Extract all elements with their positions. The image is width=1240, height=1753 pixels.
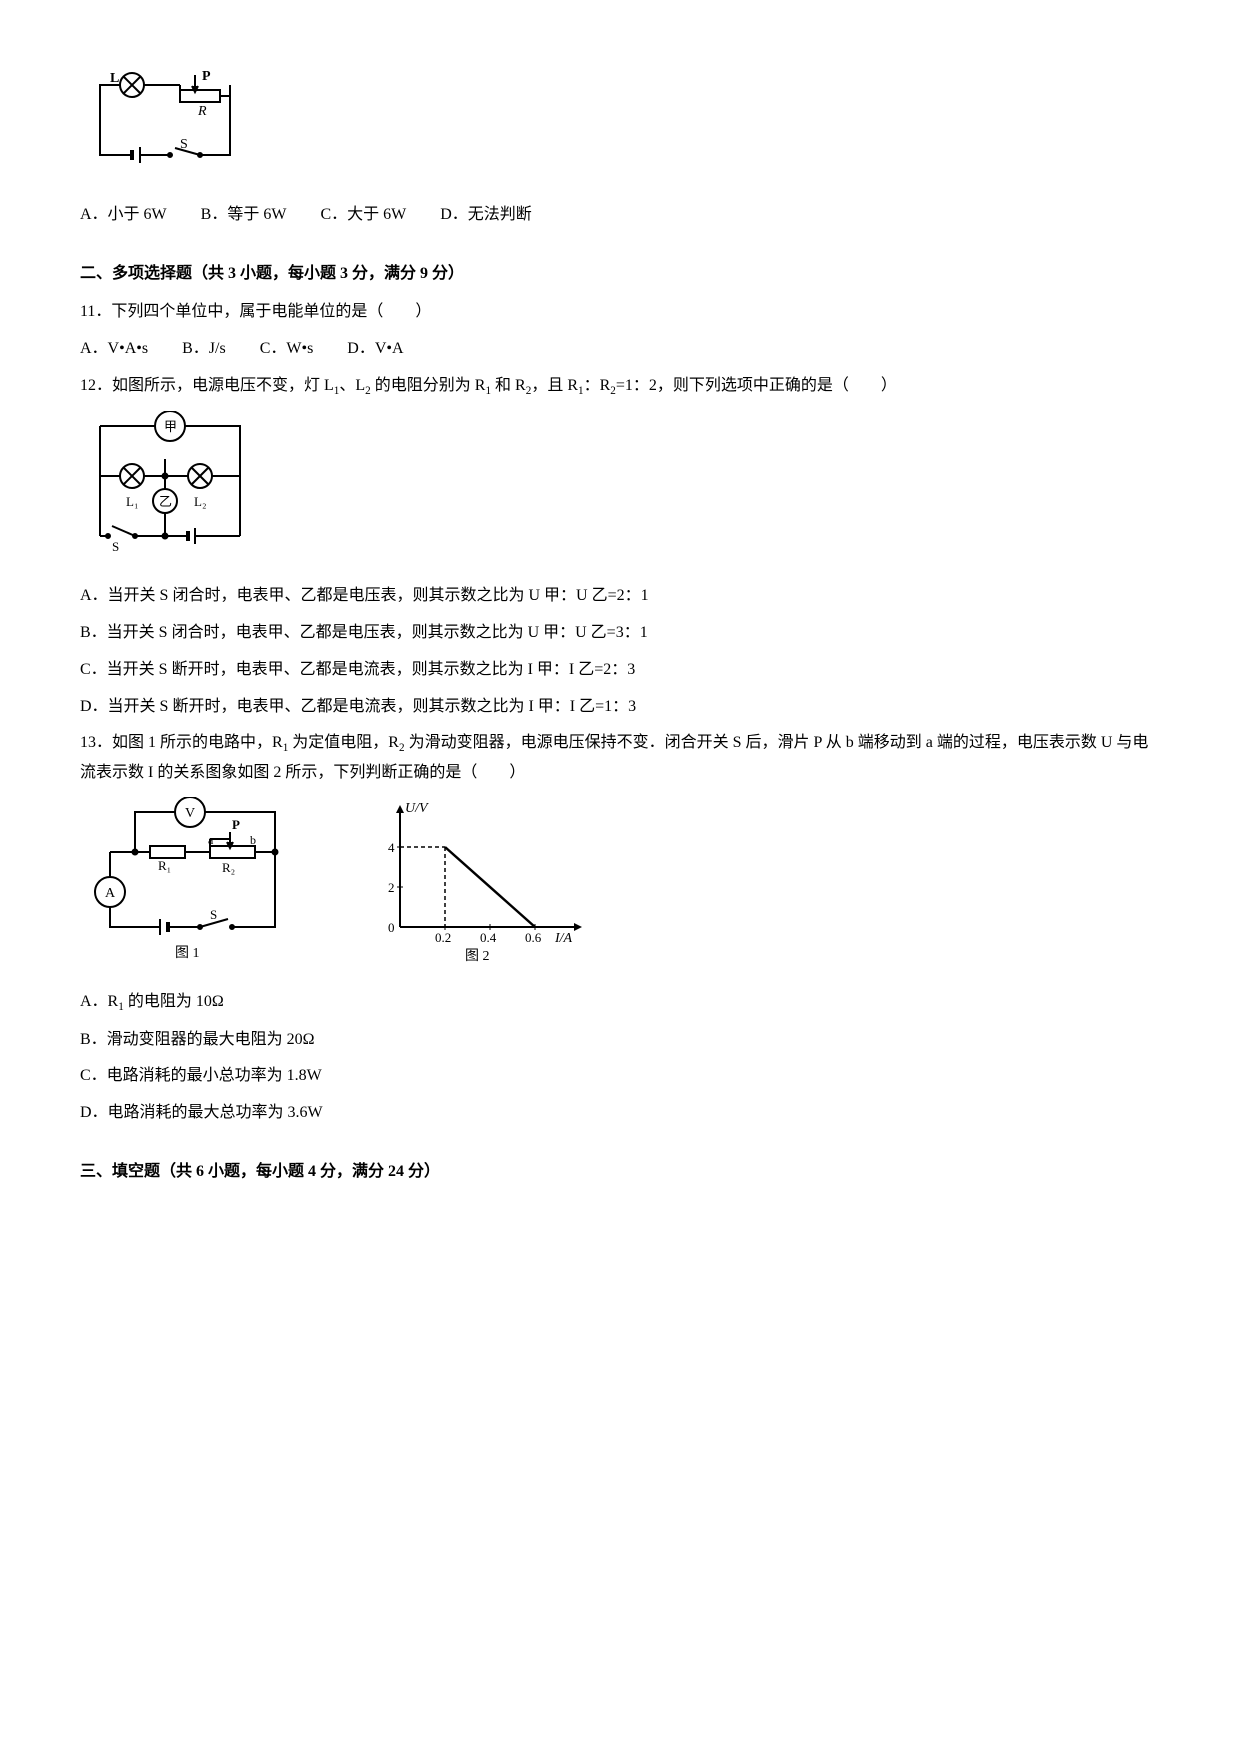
svg-text:4: 4 — [388, 840, 395, 855]
q13-option-b: B．滑动变阻器的最大电阻为 20Ω — [80, 1026, 1160, 1055]
svg-text:2: 2 — [388, 880, 395, 895]
svg-text:0.4: 0.4 — [480, 930, 497, 945]
svg-text:图 1: 图 1 — [175, 946, 200, 961]
q12-option-d: D．当开关 S 断开时，电表甲、乙都是电流表，则其示数之比为 I 甲：I 乙=1… — [80, 693, 1160, 722]
svg-text:乙: 乙 — [159, 494, 172, 509]
svg-text:P: P — [232, 817, 240, 832]
q11-option-c: C．W•s — [260, 335, 314, 364]
q10-option-a: A．小于 6W — [80, 201, 167, 230]
q13-option-d: D．电路消耗的最大总功率为 3.6W — [80, 1099, 1160, 1128]
svg-text:R₁: R₁ — [158, 858, 171, 873]
svg-text:S: S — [112, 539, 119, 554]
q11-option-b: B．J/s — [182, 335, 226, 364]
svg-text:L₂: L₂ — [194, 494, 206, 509]
q13-figures: V R₁ P a b R₂ — [80, 797, 1160, 978]
svg-text:S: S — [180, 137, 188, 152]
svg-text:甲: 甲 — [164, 419, 177, 434]
q11-option-d: D．V•A — [347, 335, 403, 364]
q10-options: A．小于 6W B．等于 6W C．大于 6W D．无法判断 — [80, 201, 1160, 230]
q10-option-d: D．无法判断 — [440, 201, 532, 230]
svg-text:P: P — [202, 70, 211, 84]
q12-option-c: C．当开关 S 断开时，电表甲、乙都是电流表，则其示数之比为 I 甲：I 乙=2… — [80, 656, 1160, 685]
svg-text:0.6: 0.6 — [525, 930, 542, 945]
q12-option-b: B．当开关 S 闭合时，电表甲、乙都是电压表，则其示数之比为 U 甲：U 乙=3… — [80, 619, 1160, 648]
svg-text:L₁: L₁ — [126, 494, 138, 509]
svg-text:R₂: R₂ — [222, 860, 235, 875]
svg-text:图 2: 图 2 — [465, 949, 490, 964]
svg-text:U/V: U/V — [405, 801, 429, 816]
section2-title: 二、多项选择题（共 3 小题，每小题 3 分，满分 9 分） — [80, 260, 1160, 289]
q13-option-c: C．电路消耗的最小总功率为 1.8W — [80, 1062, 1160, 1091]
svg-text:I/A: I/A — [554, 931, 573, 946]
q11-option-a: A．V•A•s — [80, 335, 148, 364]
q13-circuit: V R₁ P a b R₂ — [80, 797, 300, 978]
svg-text:A: A — [105, 886, 116, 901]
q13-option-a: A．R1 的电阻为 10Ω — [80, 988, 1160, 1017]
q12-stem: 12．如图所示，电源电压不变，灯 L1、L2 的电阻分别为 R1 和 R2，且 … — [80, 372, 1160, 401]
svg-text:0: 0 — [388, 920, 395, 935]
q13-graph: U/V I/A 0 2 4 0.2 0.4 0.6 — [360, 797, 600, 978]
svg-text:V: V — [185, 806, 195, 821]
svg-text:0.2: 0.2 — [435, 930, 451, 945]
svg-text:S: S — [210, 907, 217, 922]
q12-circuit: 甲 L₁ L₂ 乙 — [80, 411, 1160, 572]
svg-text:R: R — [197, 104, 207, 119]
q11-options: A．V•A•s B．J/s C．W•s D．V•A — [80, 335, 1160, 364]
q12-option-a: A．当开关 S 闭合时，电表甲、乙都是电压表，则其示数之比为 U 甲：U 乙=2… — [80, 582, 1160, 611]
q13-stem: 13．如图 1 所示的电路中，R1 为定值电阻，R2 为滑动变阻器，电源电压保持… — [80, 729, 1160, 787]
q10-option-c: C．大于 6W — [320, 201, 406, 230]
q11-stem: 11．下列四个单位中，属于电能单位的是（ ） — [80, 298, 1160, 327]
section3-title: 三、填空题（共 6 小题，每小题 4 分，满分 24 分） — [80, 1158, 1160, 1187]
q10-option-b: B．等于 6W — [201, 201, 287, 230]
svg-text:b: b — [250, 833, 256, 847]
q10-circuit: L P R S — [80, 70, 1160, 191]
svg-text:L: L — [110, 71, 119, 86]
